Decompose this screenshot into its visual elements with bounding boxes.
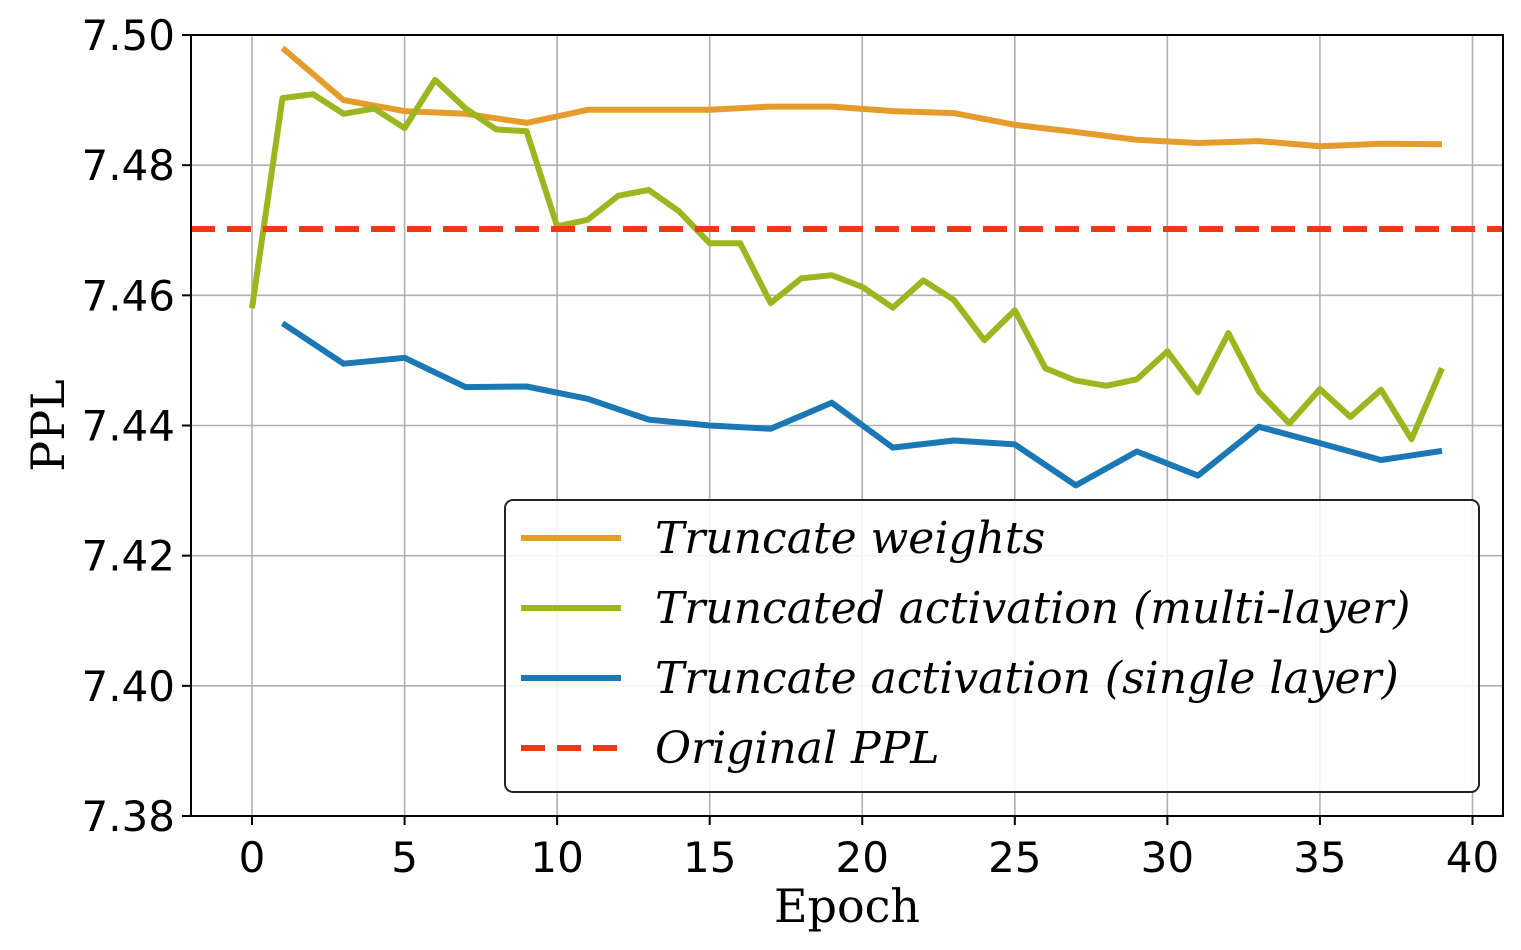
- series-line-truncated-activation-multi-layer: [249, 76, 1445, 443]
- legend-label: Truncate activation (single layer): [655, 653, 1399, 704]
- legend-label: Truncated activation (multi-layer): [655, 583, 1410, 634]
- legend-label: Original PPL: [655, 723, 939, 774]
- y-tick-label: 7.40: [81, 662, 175, 711]
- x-tick-label: 35: [1293, 833, 1346, 882]
- x-tick-label: 10: [530, 833, 583, 882]
- legend-box: [504, 499, 1480, 793]
- x-axis-label: Epoch: [774, 879, 920, 933]
- y-tick-label: 7.50: [81, 11, 175, 60]
- x-tick-label: 25: [988, 833, 1041, 882]
- y-tick-label: 7.48: [81, 141, 175, 190]
- y-tick-label: 7.44: [81, 402, 175, 451]
- y-tick-label: 7.38: [81, 792, 175, 841]
- x-tick-label: 0: [239, 833, 266, 882]
- y-axis-label: PPL: [21, 379, 75, 471]
- y-tick-label: 7.42: [81, 532, 175, 581]
- axis-ticks: 0 5 10 15 20 25 30 35 40 7.38 7.40 7.42 7.44 7.46 7.48…: [81, 11, 1499, 882]
- x-tick-label: 5: [391, 833, 418, 882]
- series-group: [191, 45, 1503, 489]
- x-tick-label: 30: [1141, 833, 1194, 882]
- series-line-truncate-activation-single-layer: [280, 320, 1443, 489]
- x-tick-label: 40: [1446, 833, 1499, 882]
- x-tick-label: 15: [683, 833, 736, 882]
- legend-label: Truncate weights: [655, 513, 1045, 564]
- x-tick-label: 20: [836, 833, 889, 882]
- y-tick-label: 7.46: [81, 271, 175, 320]
- legend: Truncate weights Truncated activation (mu…: [504, 499, 1480, 793]
